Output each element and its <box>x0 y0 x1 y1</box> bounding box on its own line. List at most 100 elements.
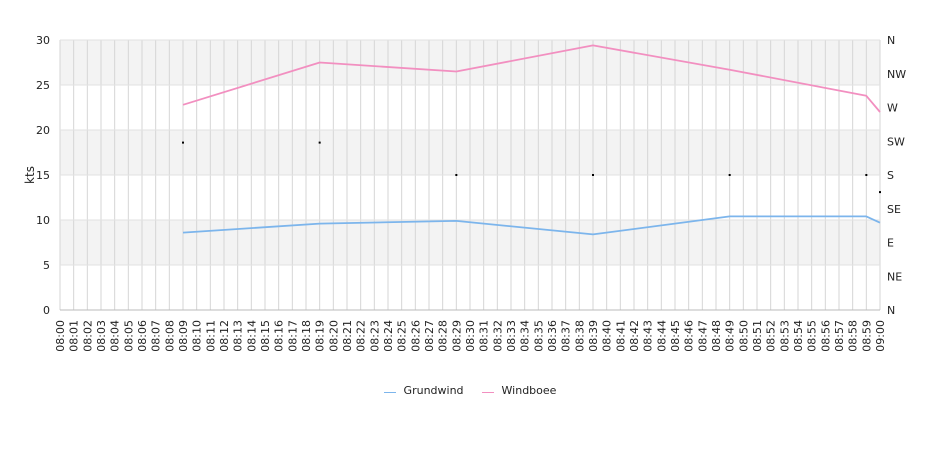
y-tick-label: 0 <box>43 304 50 317</box>
y-axis-ticks: 0 5 10 15 20 25 30 <box>36 34 50 317</box>
x-tick-label: 08:38 <box>573 320 586 352</box>
x-tick-label: 08:31 <box>478 320 491 352</box>
x-tick-label: 08:30 <box>464 320 477 352</box>
direction-tick-label: S <box>887 169 894 182</box>
legend-item-windboee[interactable]: Windboee <box>481 384 557 397</box>
series-line-grundwind <box>182 215 881 236</box>
x-tick-label: 08:13 <box>232 320 245 352</box>
direction-marker <box>182 141 184 144</box>
x-tick-label: 08:23 <box>368 320 381 352</box>
x-tick-label: 08:24 <box>382 320 395 352</box>
y-tick-label: 25 <box>36 79 50 92</box>
x-tick-label: 08:46 <box>683 320 696 352</box>
legend-swatch-windboee <box>481 392 494 393</box>
x-tick-label: 08:15 <box>259 320 272 352</box>
x-tick-label: 08:01 <box>68 320 81 352</box>
x-tick-label: 08:40 <box>601 320 614 352</box>
direction-tick-label: SE <box>887 203 901 216</box>
x-tick-label: 08:50 <box>737 320 750 352</box>
x-tick-label: 08:39 <box>587 320 600 352</box>
direction-tick-label: N <box>887 304 895 317</box>
horizontal-gridlines <box>60 39 880 311</box>
legend-swatch-grundwind <box>383 392 396 393</box>
x-tick-label: 08:37 <box>560 320 573 352</box>
x-tick-label: 08:07 <box>150 320 163 352</box>
x-tick-label: 08:41 <box>614 320 627 352</box>
x-tick-label: 08:09 <box>177 320 190 352</box>
x-tick-label: 08:49 <box>724 320 737 352</box>
direction-tick-label: SW <box>887 135 905 148</box>
x-tick-label: 08:34 <box>519 320 532 352</box>
series-line-windboee <box>182 44 881 113</box>
x-tick-label: 08:03 <box>95 320 108 352</box>
x-tick-label: 08:05 <box>122 320 135 352</box>
x-tick-label: 08:53 <box>778 320 791 352</box>
x-tick-label: 08:52 <box>765 320 778 352</box>
x-tick-label: 08:19 <box>314 320 327 352</box>
x-tick-label: 09:00 <box>874 320 887 352</box>
x-tick-label: 08:47 <box>696 320 709 352</box>
legend-label-windboee: Windboee <box>501 384 557 397</box>
x-tick-label: 08:21 <box>341 320 354 352</box>
x-tick-label: 08:11 <box>204 320 217 352</box>
direction-marker <box>318 141 321 144</box>
legend-item-grundwind[interactable]: Grundwind <box>383 384 464 397</box>
x-tick-label: 08:42 <box>628 320 641 352</box>
x-tick-label: 08:08 <box>163 320 176 352</box>
x-tick-label: 08:56 <box>819 320 832 352</box>
legend-label-grundwind: Grundwind <box>403 384 464 397</box>
x-tick-label: 08:10 <box>191 320 204 352</box>
x-tick-label: 08:12 <box>218 320 231 352</box>
direction-marker <box>592 174 594 176</box>
direction-tick-label: N <box>887 34 895 47</box>
direction-axis-ticks: N NE E SE S SW W NW N <box>887 34 906 317</box>
x-tick-label: 08:57 <box>833 320 846 352</box>
x-tick-label: 08:25 <box>396 320 409 352</box>
x-tick-label: 08:54 <box>792 320 805 352</box>
x-tick-label: 08:35 <box>532 320 545 352</box>
x-tick-label: 08:02 <box>81 320 94 352</box>
legend: Grundwind Windboee <box>0 384 940 397</box>
direction-marker <box>879 191 881 194</box>
y-tick-label: 15 <box>36 169 50 182</box>
x-tick-label: 08:29 <box>450 320 463 352</box>
y-tick-label: 30 <box>36 34 50 47</box>
x-tick-label: 08:51 <box>751 320 764 352</box>
direction-markers <box>182 141 881 194</box>
direction-tick-label: E <box>887 237 894 250</box>
x-tick-label: 08:22 <box>355 320 368 352</box>
x-tick-label: 08:36 <box>546 320 559 352</box>
x-axis-ticks: 08:00 08:01 08:02 08:03 08:04 08:05 08:06 08:07… <box>54 320 887 352</box>
x-tick-label: 08:33 <box>505 320 518 352</box>
x-tick-label: 08:17 <box>286 320 299 352</box>
direction-marker <box>865 174 868 176</box>
direction-marker <box>455 174 458 176</box>
x-tick-label: 08:14 <box>245 320 258 352</box>
x-tick-label: 08:06 <box>136 320 149 352</box>
y-tick-label: 20 <box>36 124 50 137</box>
y-axis-label: kts <box>23 166 37 184</box>
x-tick-label: 08:59 <box>860 320 873 352</box>
x-tick-label: 08:26 <box>409 320 422 352</box>
x-tick-label: 08:28 <box>437 320 450 352</box>
x-tick-label: 08:20 <box>327 320 340 352</box>
x-tick-label: 08:00 <box>54 320 67 352</box>
series-lines <box>182 44 881 236</box>
x-tick-label: 08:48 <box>710 320 723 352</box>
direction-tick-label: W <box>887 102 898 115</box>
x-tick-label: 08:18 <box>300 320 313 352</box>
x-tick-label: 08:32 <box>491 320 504 352</box>
direction-marker <box>728 174 731 176</box>
x-tick-label: 08:55 <box>806 320 819 352</box>
x-tick-label: 08:43 <box>642 320 655 352</box>
direction-tick-label: NE <box>887 270 902 283</box>
x-tick-label: 08:16 <box>273 320 286 352</box>
x-tick-label: 08:04 <box>109 320 122 352</box>
x-tick-label: 08:44 <box>655 320 668 352</box>
x-tick-label: 08:58 <box>847 320 860 352</box>
y-tick-label: 5 <box>43 259 50 272</box>
y-tick-label: 10 <box>36 214 50 227</box>
x-tick-label: 08:45 <box>669 320 682 352</box>
direction-tick-label: NW <box>887 68 906 81</box>
